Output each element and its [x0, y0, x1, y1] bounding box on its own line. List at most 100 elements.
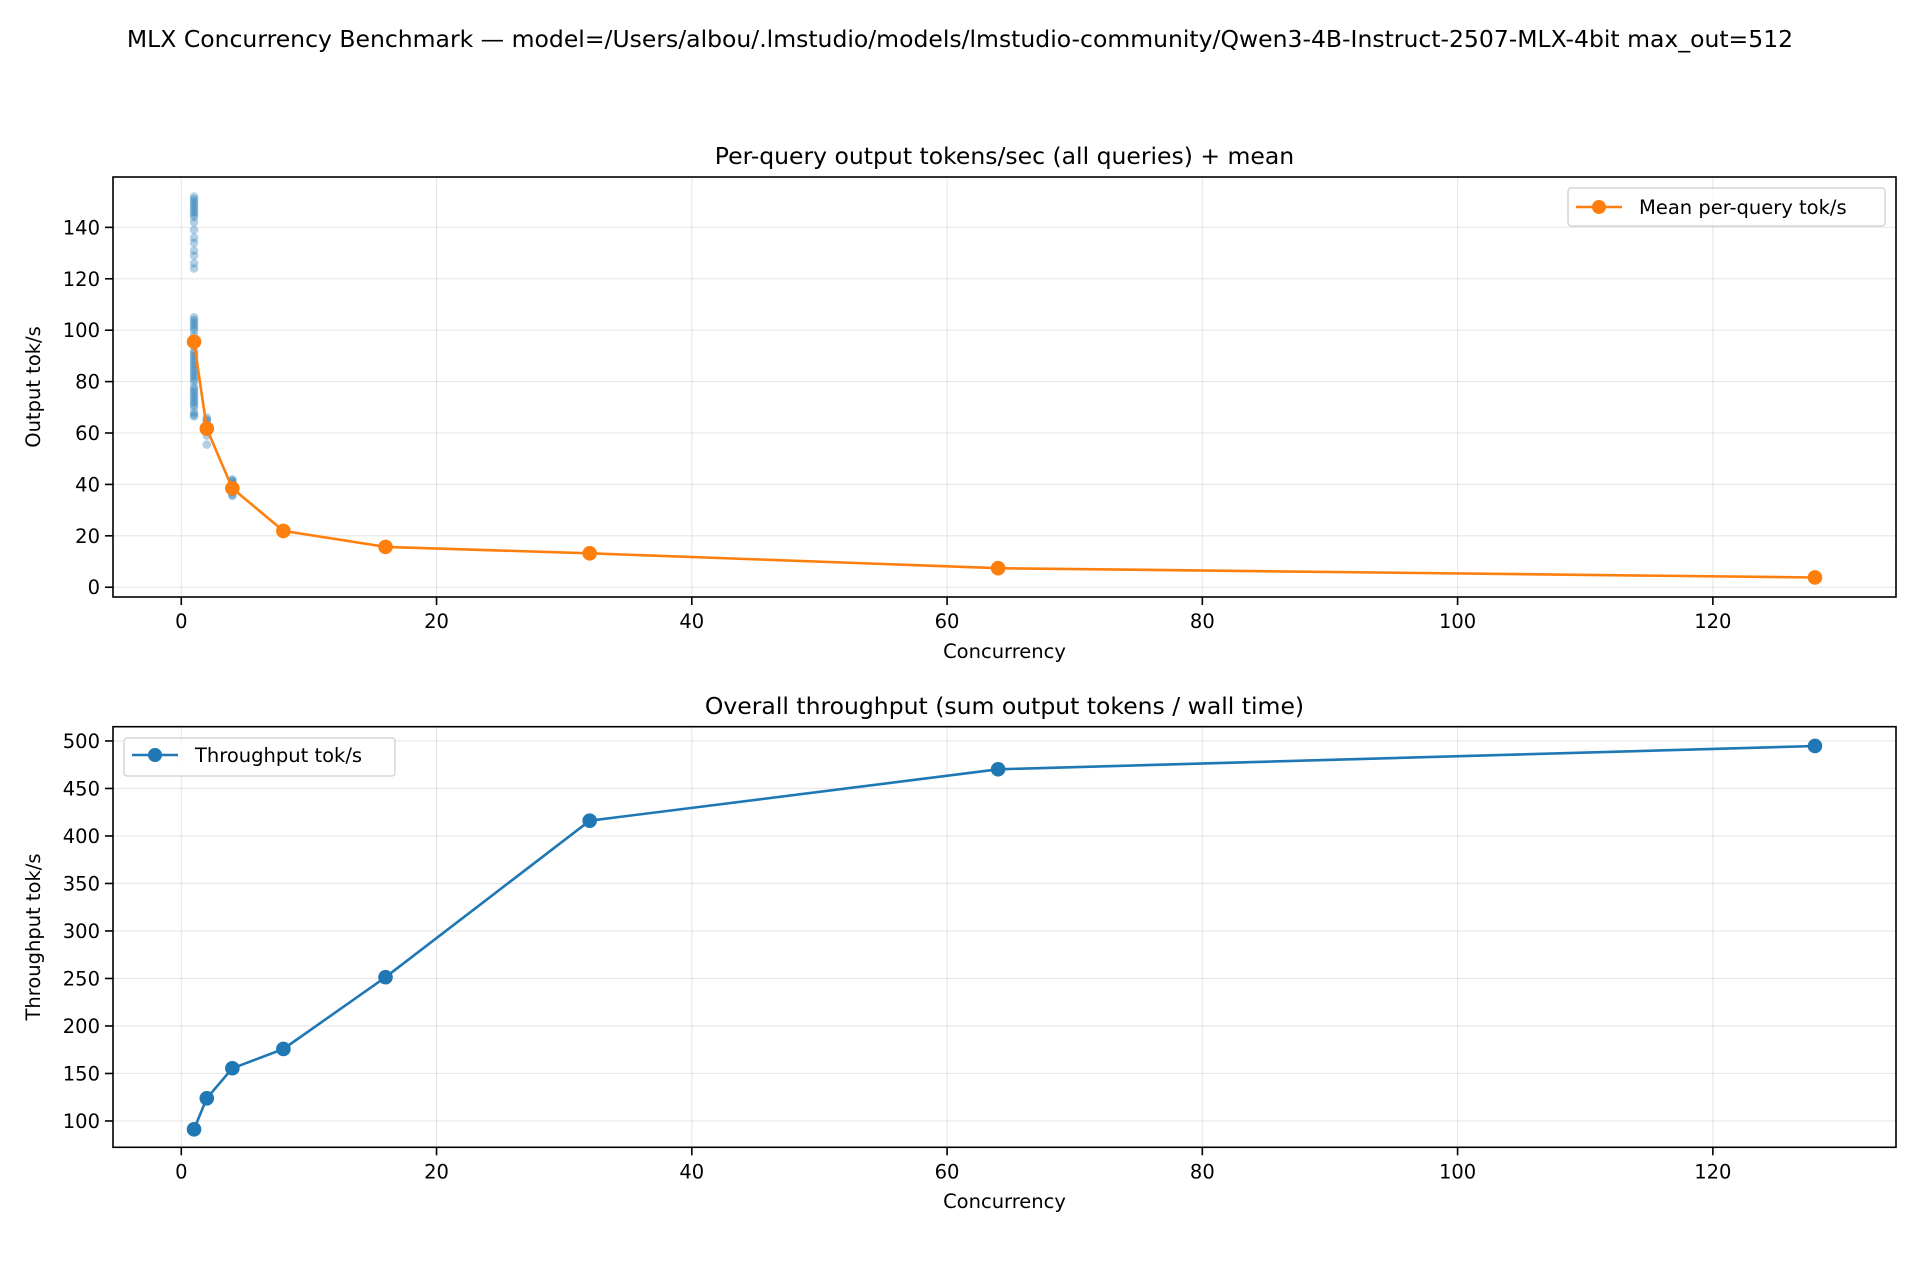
- y-tick-label: 100: [63, 1110, 100, 1133]
- series-marker: [276, 1041, 291, 1057]
- per-query-axes-frame: [112, 176, 1897, 598]
- series-marker: [1807, 570, 1823, 585]
- per-query-legend: Mean per-query tok/s: [1567, 187, 1886, 227]
- scatter-point: [189, 205, 199, 214]
- scatter-point: [189, 410, 199, 420]
- scatter-point: [189, 367, 199, 376]
- scatter-point: [189, 212, 199, 222]
- scatter-point: [189, 403, 199, 412]
- scatter-point: [189, 400, 199, 410]
- scatter-point: [189, 233, 199, 242]
- scatter-point: [189, 320, 199, 330]
- scatter-point: [189, 390, 199, 399]
- scatter-point: [189, 207, 199, 217]
- y-tick-label: 150: [63, 1062, 100, 1085]
- series-marker: [276, 523, 291, 539]
- scatter-point: [189, 194, 199, 204]
- x-tick-label: 0: [175, 610, 187, 633]
- scatter-point: [189, 382, 199, 392]
- x-tick-label: 40: [679, 610, 704, 633]
- throughput-x-label: Concurrency: [943, 1190, 1066, 1213]
- scatter-point: [189, 259, 199, 268]
- y-tick-label: 0: [88, 576, 100, 599]
- y-tick-label: 20: [75, 525, 100, 548]
- series-marker: [582, 546, 598, 561]
- per-query-legend-box: [1567, 187, 1886, 227]
- x-tick-label: 60: [935, 1160, 960, 1183]
- x-tick-label: 80: [1190, 610, 1215, 633]
- series-line: [192, 341, 1816, 579]
- scatter-point: [189, 369, 199, 379]
- scatter-point: [189, 408, 199, 417]
- per-query-x-label: Concurrency: [943, 640, 1066, 663]
- series-marker: [186, 1122, 202, 1137]
- scatter-point: [189, 251, 199, 260]
- y-tick-label: 400: [63, 825, 100, 848]
- per-query-chart-title: Per-query output tokens/sec (all queries…: [715, 142, 1294, 170]
- legend-throughput-label: Throughput tok/s: [194, 744, 362, 767]
- figure-suptitle: MLX Concurrency Benchmark — model=/Users…: [127, 25, 1793, 53]
- series-marker: [378, 969, 393, 985]
- scatter-point: [189, 392, 199, 402]
- series-marker: [199, 1090, 215, 1106]
- throughput-chart-title: Overall throughput (sum output tokens / …: [705, 692, 1304, 720]
- scatter-point: [189, 313, 199, 322]
- per-query-y-ticks: 0 20 40 60 80 100 120 140: [63, 216, 113, 599]
- scatter-point: [189, 246, 199, 255]
- per-query-grid: [113, 177, 1896, 597]
- throughput-y-label: Throughput tok/s: [22, 853, 45, 1021]
- y-tick-label: 60: [75, 422, 100, 445]
- throughput-legend: Throughput tok/s: [123, 737, 396, 777]
- throughput-x-ticks: 0 20 40 60 80 100 120: [175, 1147, 1731, 1183]
- y-tick-label: 80: [75, 371, 100, 394]
- series-marker: [199, 421, 215, 436]
- x-tick-label: 60: [935, 610, 960, 633]
- legend-mean-marker-icon: [1592, 200, 1606, 214]
- scatter-point: [189, 385, 199, 394]
- x-tick-label: 40: [679, 1160, 704, 1183]
- throughput-grid: [113, 726, 1896, 1148]
- throughput-y-ticks: 100 150 200 250 300 350 400 450 500: [63, 730, 113, 1133]
- scatter-point: [189, 377, 199, 386]
- y-tick-label: 40: [75, 473, 100, 496]
- scatter-point: [189, 374, 199, 384]
- series-marker: [582, 813, 598, 828]
- per-query-chart: Per-query output tokens/sec (all queries…: [22, 142, 1897, 663]
- scatter-point: [189, 364, 199, 374]
- y-tick-label: 140: [63, 216, 100, 239]
- scatter-point: [189, 199, 199, 209]
- y-tick-label: 100: [63, 319, 100, 342]
- scatter-point: [189, 323, 199, 332]
- series-marker: [378, 539, 393, 555]
- throughput-chart: Overall throughput (sum output tokens / …: [22, 692, 1897, 1213]
- scatter-point: [189, 238, 199, 248]
- scatter-point: [189, 412, 199, 421]
- y-tick-label: 500: [63, 730, 100, 753]
- per-query-data: [186, 192, 1823, 585]
- scatter-point: [189, 315, 199, 325]
- scatter-point: [189, 397, 199, 407]
- scatter-point: [189, 387, 199, 397]
- per-query-x-ticks: 0 20 40 60 80 100 120: [175, 597, 1731, 633]
- y-tick-label: 120: [63, 268, 100, 291]
- series-marker: [225, 480, 240, 496]
- y-tick-label: 200: [63, 1015, 100, 1038]
- legend-mean-label: Mean per-query tok/s: [1639, 196, 1847, 219]
- per-query-y-label: Output tok/s: [22, 326, 45, 448]
- series-marker: [990, 560, 1006, 576]
- y-tick-label: 250: [63, 967, 100, 990]
- legend-throughput-marker-icon: [148, 748, 162, 762]
- throughput-data: [186, 738, 1823, 1137]
- scatter-point: [189, 210, 199, 219]
- x-tick-label: 20: [424, 610, 449, 633]
- scatter-point: [189, 372, 199, 381]
- scatter-point: [189, 325, 199, 335]
- y-tick-label: 300: [63, 920, 100, 943]
- x-tick-label: 80: [1190, 1160, 1215, 1183]
- series-marker: [186, 334, 202, 350]
- scatter-point: [202, 440, 212, 449]
- x-tick-label: 0: [175, 1160, 187, 1183]
- y-tick-label: 450: [63, 777, 100, 800]
- scatter-point: [189, 217, 199, 227]
